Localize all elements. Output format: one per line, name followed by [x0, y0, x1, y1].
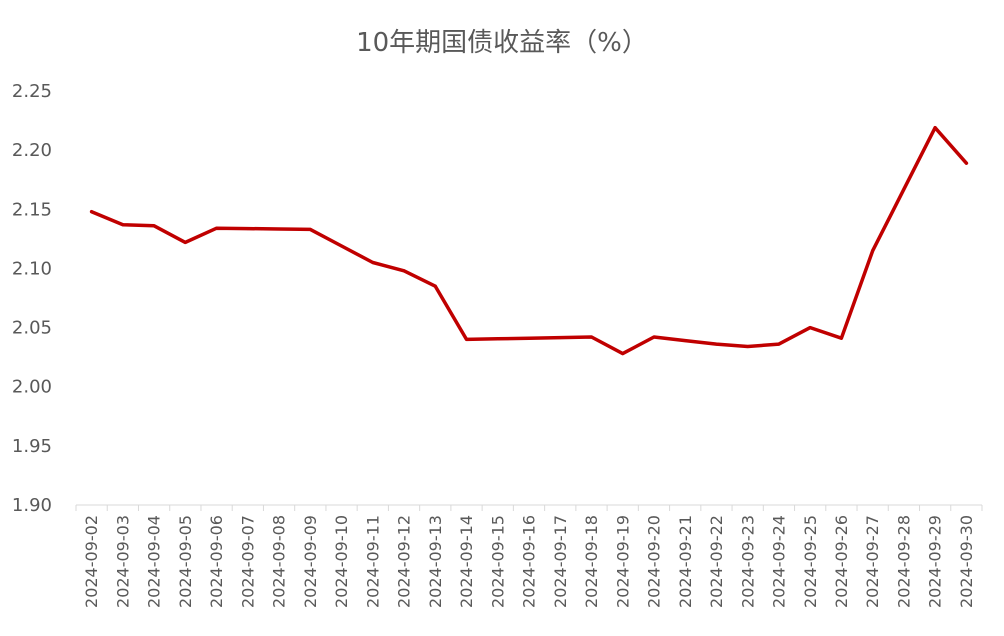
x-tick-label: 2024-09-28 [894, 515, 913, 608]
x-tick-label: 2024-09-18 [582, 515, 601, 608]
data-point [902, 187, 906, 191]
x-tick-label: 2024-09-09 [301, 515, 320, 608]
y-tick-label: 1.90 [12, 495, 52, 516]
data-point [215, 226, 219, 230]
x-tick-label: 2024-09-14 [457, 515, 476, 608]
data-point [465, 337, 469, 341]
data-point [808, 326, 812, 330]
data-point [933, 126, 937, 130]
series-line [89, 125, 969, 356]
x-tick-label: 2024-09-27 [863, 515, 882, 608]
data-point [558, 336, 562, 340]
x-tick-label: 2024-09-20 [645, 515, 664, 608]
data-point [246, 227, 250, 231]
x-tick-label: 2024-09-15 [488, 515, 507, 608]
data-point [402, 269, 406, 273]
x-tick-label: 2024-09-29 [926, 515, 945, 608]
y-tick-label: 2.10 [12, 258, 52, 279]
x-tick-label: 2024-09-26 [832, 515, 851, 608]
x-tick-label: 2024-09-11 [363, 515, 382, 608]
data-point [183, 240, 187, 244]
y-tick-label: 2.25 [12, 81, 52, 102]
data-point [90, 210, 94, 214]
data-point [621, 352, 625, 356]
data-point [871, 249, 875, 253]
x-tick-label: 2024-09-13 [426, 515, 445, 608]
data-point [121, 223, 125, 227]
data-point [714, 342, 718, 346]
x-tick-label: 2024-09-16 [520, 515, 539, 608]
x-tick-label: 2024-09-30 [957, 515, 976, 608]
y-tick-label: 2.00 [12, 377, 52, 398]
data-point [527, 336, 531, 340]
y-tick-label: 2.20 [12, 140, 52, 161]
data-point [589, 335, 593, 339]
y-tick-label: 2.15 [12, 199, 52, 220]
x-tick-label: 2024-09-07 [238, 515, 257, 608]
data-point [839, 336, 843, 340]
x-tick-label: 2024-09-06 [207, 515, 226, 608]
data-point [652, 335, 656, 339]
chart-title: 10年期国债收益率（%） [356, 28, 648, 58]
y-tick-label: 1.95 [12, 436, 52, 457]
x-tick-label: 2024-09-05 [176, 515, 195, 608]
x-tick-label: 2024-09-08 [270, 515, 289, 608]
data-point [777, 342, 781, 346]
data-point [496, 337, 500, 341]
x-tick-label: 2024-09-03 [113, 515, 132, 608]
x-tick-label: 2024-09-04 [145, 515, 164, 608]
data-point [433, 284, 437, 288]
data-point [340, 244, 344, 248]
x-tick-label: 2024-09-19 [613, 515, 632, 608]
x-tick-label: 2024-09-17 [551, 515, 570, 608]
y-tick-label: 2.05 [12, 318, 52, 339]
x-tick-label: 2024-09-23 [738, 515, 757, 608]
data-point [964, 161, 968, 165]
data-point [152, 224, 156, 228]
x-tick-label: 2024-09-21 [676, 515, 695, 608]
data-point [371, 261, 375, 265]
x-tick-label: 2024-09-10 [332, 515, 351, 608]
x-tick-label: 2024-09-25 [801, 515, 820, 608]
data-point [308, 227, 312, 231]
data-point [746, 344, 750, 348]
x-tick-label: 2024-09-24 [770, 515, 789, 608]
x-tick-label: 2024-09-02 [82, 515, 101, 608]
data-point [683, 339, 687, 343]
data-point [277, 227, 281, 231]
x-tick-label: 2024-09-12 [395, 515, 414, 608]
x-tick-label: 2024-09-22 [707, 515, 726, 608]
